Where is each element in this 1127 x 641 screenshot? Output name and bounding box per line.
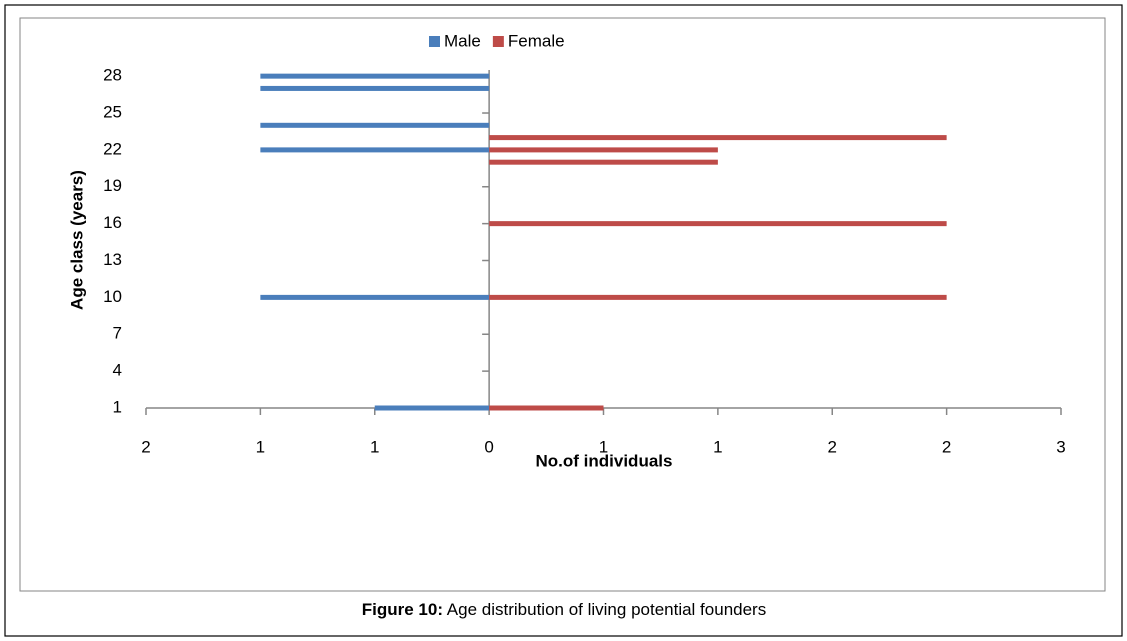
- caption-label: Figure 10:: [362, 600, 443, 619]
- x-tick-label: 2: [141, 437, 150, 456]
- y-tick-label: 1: [113, 397, 122, 416]
- x-tick-label: 3: [1056, 437, 1065, 456]
- x-tick-label: 1: [256, 437, 265, 456]
- y-tick-label: 25: [103, 103, 122, 122]
- x-axis-title: No.of individuals: [536, 451, 673, 470]
- caption-text: Age distribution of living potential fou…: [447, 600, 766, 619]
- frame: [4, 4, 1123, 637]
- y-tick-label: 19: [103, 176, 122, 195]
- x-tick-label: 0: [484, 437, 493, 456]
- bar: [489, 221, 947, 227]
- y-tick-label: 16: [103, 213, 122, 232]
- bar: [374, 405, 490, 411]
- x-tick-label: 1: [599, 437, 608, 456]
- x-tick-label: 2: [942, 437, 951, 456]
- y-tick-label: 7: [113, 324, 122, 343]
- bar: [489, 159, 718, 165]
- caption: Figure 10: Age distribution of living po…: [362, 600, 766, 619]
- bar: [489, 135, 947, 141]
- plot-frame: [19, 17, 1106, 592]
- x-tick-label: 1: [370, 437, 379, 456]
- bar: [260, 294, 490, 300]
- legend-label: Female: [508, 31, 565, 50]
- y-tick-label: 22: [103, 139, 122, 158]
- legend-label: Male: [444, 31, 481, 50]
- bar: [260, 73, 490, 79]
- x-tick-label: 1: [713, 437, 722, 456]
- bar: [260, 122, 490, 128]
- y-tick-label: 4: [113, 361, 122, 380]
- bar: [260, 85, 490, 91]
- legend-swatch: [492, 36, 504, 47]
- y-tick-label: 10: [103, 287, 122, 306]
- x-tick-label: 2: [828, 437, 837, 456]
- y-tick-label: 28: [103, 66, 122, 85]
- y-tick-label: 13: [103, 250, 122, 269]
- bar: [260, 147, 490, 153]
- legend-swatch: [429, 36, 440, 47]
- y-axis-title: Age class (years): [67, 170, 86, 310]
- bar: [489, 405, 604, 411]
- bar: [489, 147, 718, 153]
- bar: [489, 294, 947, 300]
